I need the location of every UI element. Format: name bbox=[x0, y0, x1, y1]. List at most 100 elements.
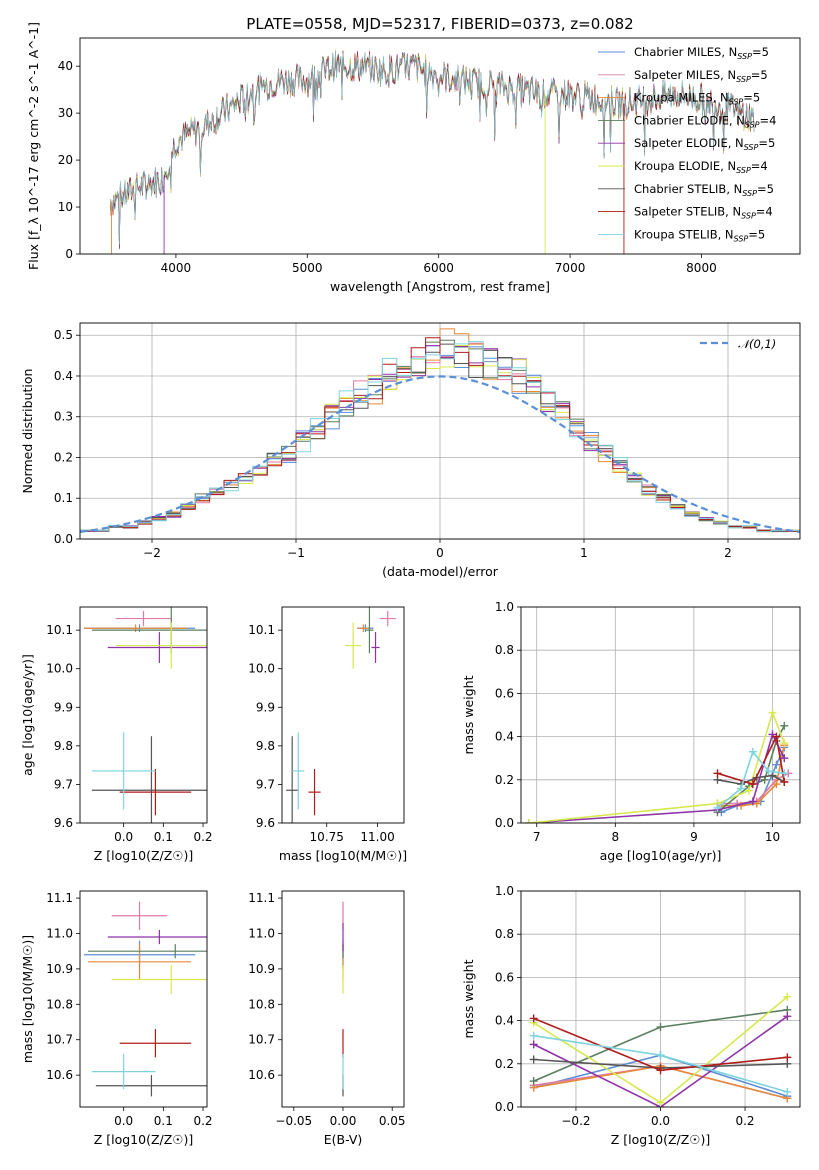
x-tick-label: 6000 bbox=[423, 261, 454, 275]
x-tick-label: 10 bbox=[765, 830, 780, 844]
panel-normed-distribution: −2 −1 0 1 2 0.0 0.1 0.2 0.3 0.4 0.5 (data-model)/er… bbox=[20, 322, 801, 579]
series-marker-kroupa-stelib bbox=[713, 803, 722, 812]
panel-massweight-vs-Z: −0.2 0.0 0.2 0.0 0.2 0.4 0.6 0.8 1.0 Z [log10(Z/Z… bbox=[461, 884, 801, 1147]
x-axis-label: E(B-V) bbox=[324, 1132, 363, 1147]
point-kroupa-elodie bbox=[111, 965, 207, 994]
plot-body bbox=[80, 328, 800, 539]
y-tick-label: 0.0 bbox=[495, 816, 514, 830]
x-tick-label: 11.00 bbox=[360, 830, 394, 844]
y-axis-label: Flux [f_λ 10^-17 erg cm^-2 s^-1 A^-1] bbox=[26, 22, 41, 270]
series-marker-salpeter-stelib bbox=[772, 732, 781, 741]
legend-label-chabrier-stelib: Chabrier STELIB, NSSP=5 bbox=[634, 182, 774, 198]
x-tick-label: 0.00 bbox=[330, 1114, 357, 1128]
legend-text: Salpeter STELIB, N bbox=[634, 205, 741, 219]
y-tick-label: 10.6 bbox=[46, 1068, 73, 1082]
plot-body bbox=[109, 48, 755, 254]
legend-text: Chabrier ELODIE, N bbox=[634, 113, 745, 127]
x-tick-label: 0.0 bbox=[114, 830, 133, 844]
series-marker-salpeter-elodie bbox=[748, 797, 757, 806]
legend-label-kroupa-stelib: Kroupa STELIB, NSSP=5 bbox=[634, 227, 765, 243]
series-marker-kroupa-elodie bbox=[744, 786, 753, 795]
x-tick-label: 10.75 bbox=[310, 830, 344, 844]
legend-subscript: SSP bbox=[729, 98, 744, 107]
x-tick-label: 0.2 bbox=[735, 1114, 754, 1128]
legend-value: =5 bbox=[751, 68, 768, 82]
series-marker-kroupa-elodie bbox=[656, 1098, 665, 1107]
x-tick-label: −2 bbox=[143, 546, 161, 560]
x-tick-label: 0.0 bbox=[114, 1114, 133, 1128]
series-marker-kroupa-miles bbox=[772, 780, 781, 789]
figure-title: PLATE=0558, MJD=52317, FIBERID=0373, z=0… bbox=[246, 15, 633, 33]
legend-value: =4 bbox=[760, 113, 777, 127]
legend-subscript: SSP bbox=[744, 143, 759, 152]
legend-subscript: SSP bbox=[742, 189, 757, 198]
series-marker-salpeter-stelib bbox=[780, 777, 789, 786]
legend-subscript: SSP bbox=[745, 120, 760, 129]
y-tick-label: 9.6 bbox=[256, 816, 275, 830]
x-tick-label: 9 bbox=[690, 830, 698, 844]
series-marker-salpeter-stelib bbox=[713, 769, 722, 778]
y-tick-label: 0.5 bbox=[54, 328, 73, 342]
point-chabrier-elodie bbox=[87, 944, 207, 959]
plot-body bbox=[83, 607, 207, 823]
series-marker-kroupa-elodie bbox=[524, 819, 533, 823]
x-tick-label: 2 bbox=[724, 546, 732, 560]
y-tick-label: 30 bbox=[58, 106, 73, 120]
series-marker-chabrier-elodie bbox=[780, 721, 789, 730]
point-kroupa-miles bbox=[87, 944, 192, 980]
y-tick-label: 10.0 bbox=[46, 662, 73, 676]
series-marker-kroupa-stelib bbox=[656, 1051, 665, 1060]
point-salpeter-stelib bbox=[308, 769, 321, 816]
x-axis-label: Z [log10(Z/Z☉)] bbox=[94, 1132, 194, 1147]
y-tick-label: 0.2 bbox=[54, 450, 73, 464]
series-marker-salpeter-stelib bbox=[656, 1066, 665, 1075]
y-tick-label: 0.4 bbox=[495, 1014, 514, 1028]
legend-text: Chabrier MILES, N bbox=[634, 45, 737, 59]
y-tick-label: 0.8 bbox=[495, 927, 514, 941]
y-tick-label: 9.7 bbox=[256, 777, 275, 791]
point-salpeter-elodie bbox=[107, 632, 207, 663]
x-tick-label: −1 bbox=[287, 546, 305, 560]
series-marker-salpeter-elodie bbox=[780, 754, 789, 763]
legend-text: Salpeter ELODIE, N bbox=[634, 136, 744, 150]
point-salpeter-miles bbox=[111, 901, 168, 930]
x-tick-label: 5000 bbox=[292, 261, 323, 275]
y-tick-label: 11.1 bbox=[46, 891, 73, 905]
axes-frame bbox=[79, 322, 801, 540]
legend-label-chabrier-elodie: Chabrier ELODIE, NSSP=4 bbox=[634, 113, 776, 129]
x-axis-label: mass [log10(M/M☉)] bbox=[279, 848, 407, 863]
legend-subscript: SSP bbox=[741, 212, 756, 221]
point-kroupa-stelib bbox=[292, 732, 305, 810]
series-marker-kroupa-elodie bbox=[780, 739, 789, 748]
point-salpeter-miles bbox=[379, 610, 396, 627]
series-marker-kroupa-elodie bbox=[768, 708, 777, 717]
x-tick-label: 0.1 bbox=[154, 830, 173, 844]
legend-label-chabrier-miles: Chabrier MILES, NSSP=5 bbox=[634, 45, 769, 61]
series-marker-salpeter-stelib bbox=[748, 780, 757, 789]
point-salpeter-miles bbox=[115, 610, 172, 627]
legend-subscript: SSP bbox=[737, 52, 752, 61]
point-kroupa-elodie bbox=[115, 622, 207, 669]
y-tick-label: 0 bbox=[65, 247, 73, 261]
x-tick-label: −0.2 bbox=[561, 1114, 590, 1128]
series-line-kroupa-elodie bbox=[528, 710, 786, 823]
point-kroupa-miles bbox=[83, 624, 188, 633]
y-tick-label: 10.1 bbox=[248, 623, 275, 637]
y-tick-label: 10.9 bbox=[46, 962, 73, 976]
legend-text: Kroupa MILES, N bbox=[634, 91, 729, 105]
point-kroupa-stelib bbox=[91, 1053, 156, 1090]
x-tick-label: −0.05 bbox=[275, 1114, 312, 1128]
axes-frame bbox=[520, 606, 801, 824]
legend-text: Kroupa STELIB, N bbox=[634, 227, 734, 241]
y-tick-label: 0.0 bbox=[54, 532, 73, 546]
y-tick-label: 10.8 bbox=[46, 997, 73, 1011]
axes-frame bbox=[79, 890, 208, 1108]
x-tick-label: 1 bbox=[580, 546, 588, 560]
legend-subscript: SSP bbox=[736, 75, 751, 84]
point-salpeter-elodie bbox=[371, 632, 380, 663]
series-marker-kroupa-elodie bbox=[783, 992, 792, 1001]
y-tick-label: 9.9 bbox=[256, 700, 275, 714]
legend-value: =4 bbox=[751, 159, 768, 173]
